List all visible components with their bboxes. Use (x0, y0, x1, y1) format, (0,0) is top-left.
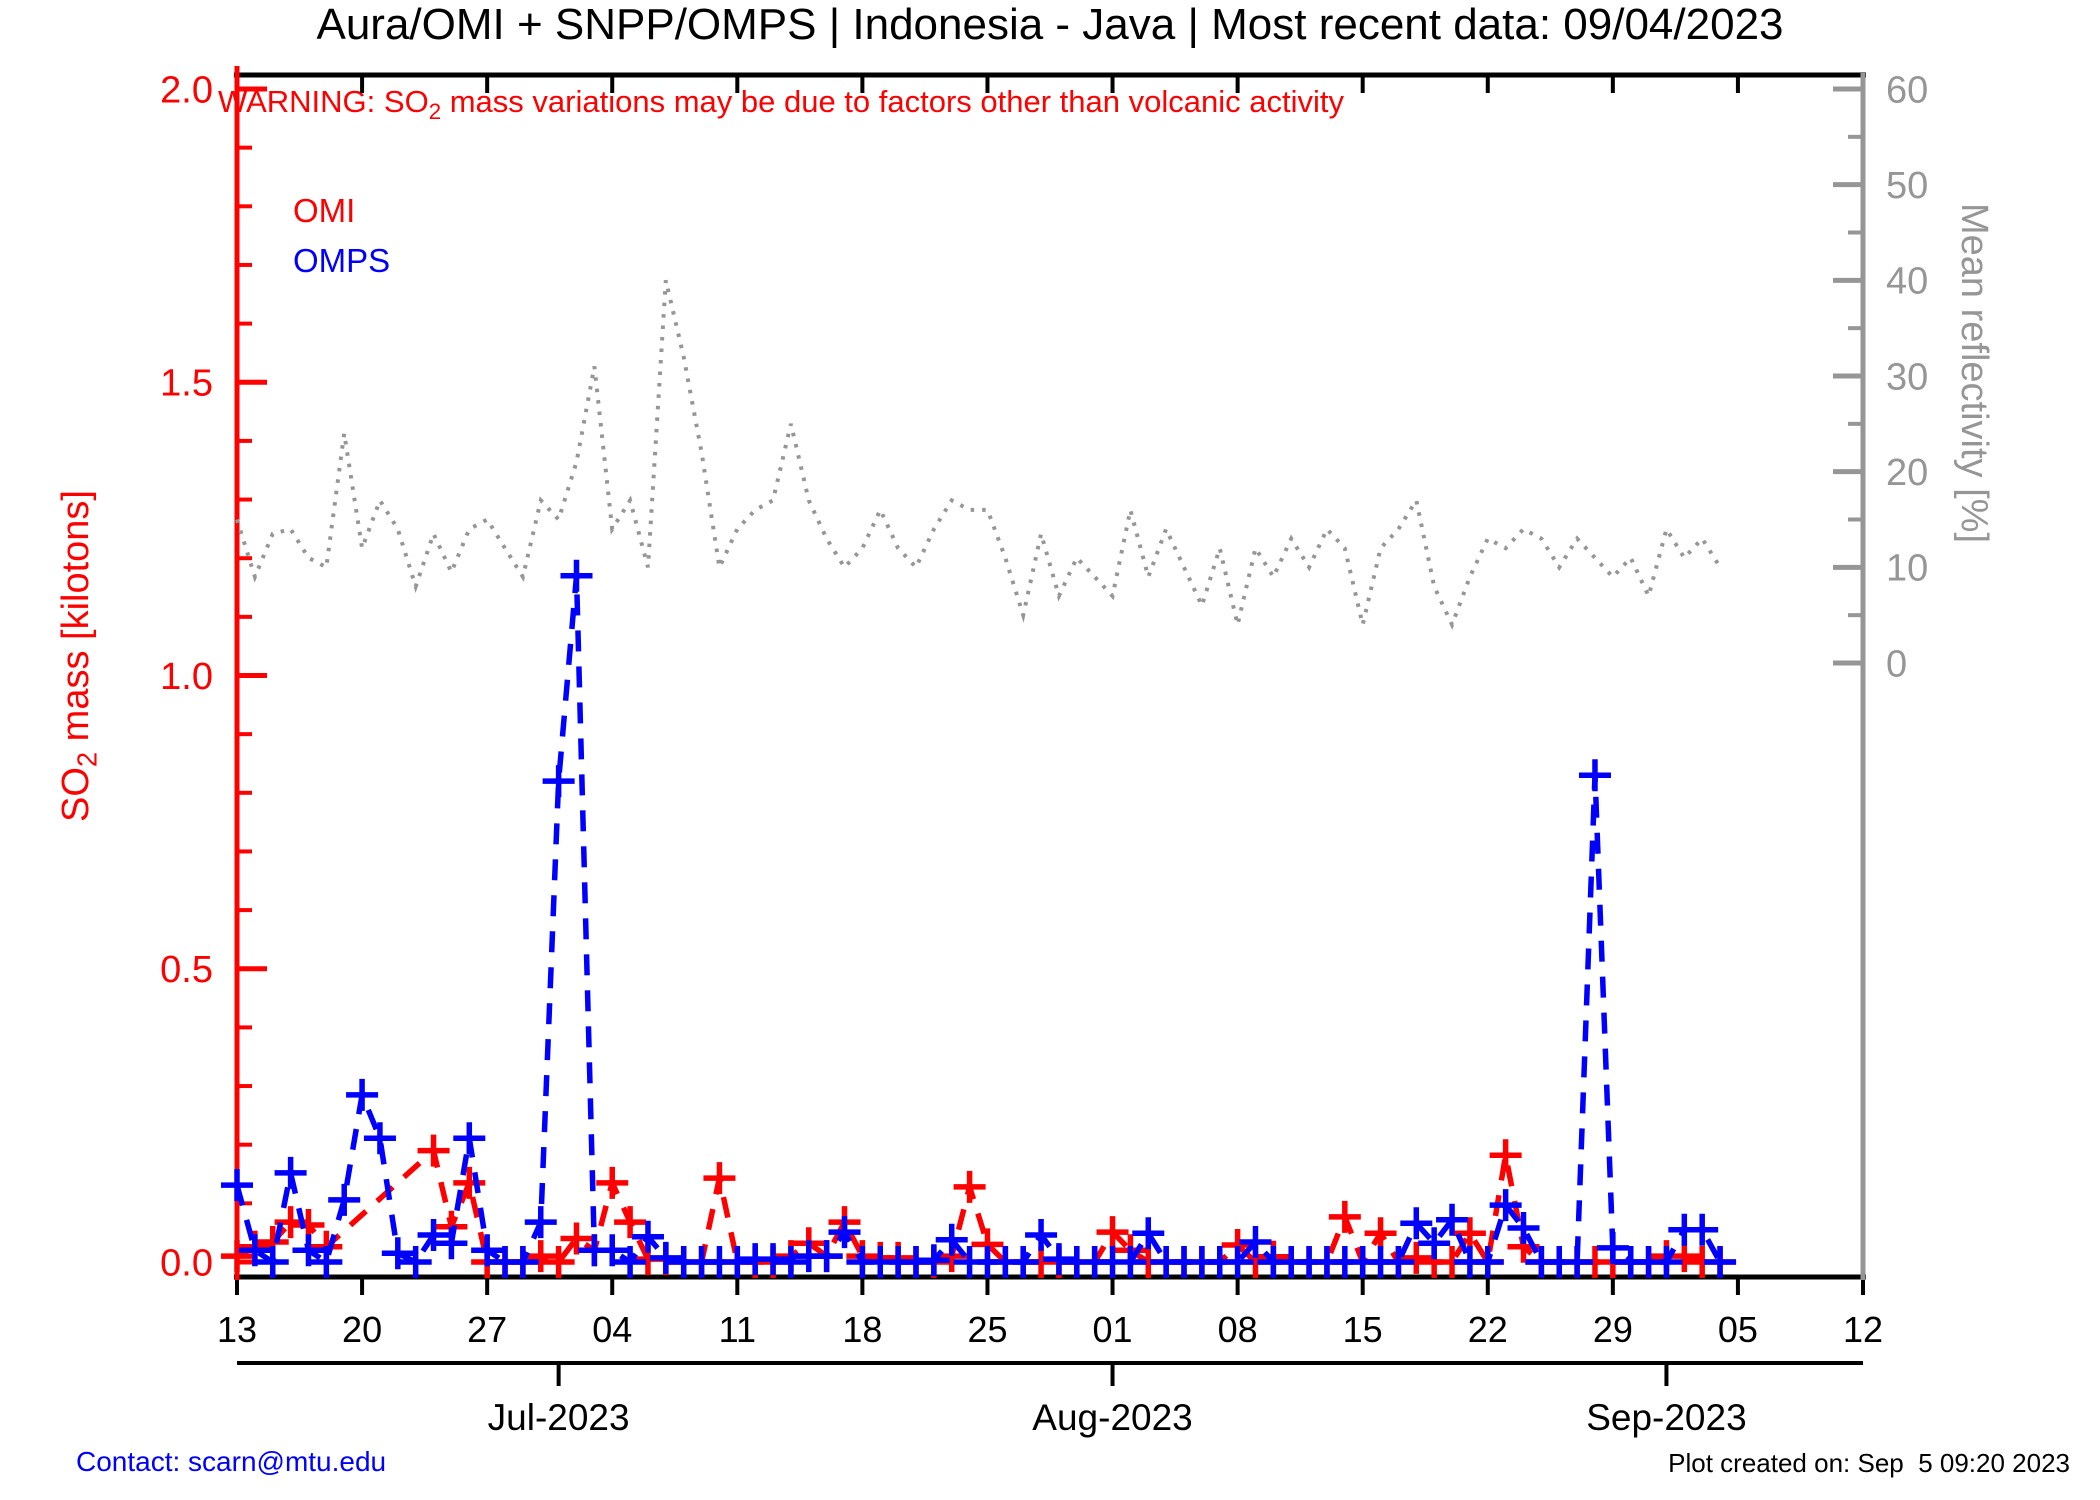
warning-rest: mass variations may be due to factors ot… (441, 84, 1344, 119)
created-timestamp: Plot created on: Sep 5 09:20 2023 (1668, 1448, 2070, 1478)
x-tick-label: 13 (217, 1309, 257, 1350)
y-right-tick-label: 40 (1886, 261, 1928, 303)
contact-link[interactable]: Contact: scarn@mtu.edu (76, 1446, 387, 1477)
x-tick-label: 22 (1468, 1309, 1508, 1350)
y-right-tick-label: 60 (1886, 69, 1928, 111)
x-tick-label: 20 (342, 1309, 382, 1350)
y-left-tick-label: 2.0 (160, 69, 213, 111)
x-tick-label: 18 (842, 1309, 882, 1350)
legend-omps-label: OMPS (293, 242, 391, 279)
legend-omi-label: OMI (293, 192, 356, 229)
x-tick-label: 08 (1218, 1309, 1258, 1350)
x-tick-label: 29 (1593, 1309, 1633, 1350)
month-label: Jul-2023 (488, 1397, 630, 1438)
y-right-tick-label: 50 (1886, 165, 1928, 207)
month-label: Aug-2023 (1032, 1397, 1192, 1438)
y-right-tick-label: 30 (1886, 356, 1928, 398)
x-tick-label: 04 (592, 1309, 632, 1350)
series-markers-omps (221, 559, 1737, 1278)
y-right-tick-label: 0 (1886, 643, 1907, 685)
month-label: Sep-2023 (1586, 1397, 1746, 1438)
x-tick-label: 11 (719, 1309, 756, 1350)
y-right-tick-label: 10 (1886, 548, 1928, 590)
y-right-tick-label: 20 (1886, 452, 1928, 494)
x-tick-label: 12 (1843, 1309, 1883, 1350)
y-left-tick-label: 1.5 (160, 363, 213, 405)
series-line-mean-reflectivity (235, 279, 1722, 630)
y-left-tick-label: 0.0 (160, 1242, 213, 1284)
x-tick-label: 27 (467, 1309, 507, 1350)
chart-title: Aura/OMI + SNPP/OMPS | Indonesia - Java … (316, 0, 1784, 49)
x-tick-label: 25 (967, 1309, 1007, 1350)
y-left-tick-label: 1.0 (160, 656, 213, 698)
warning-subscript: 2 (428, 99, 442, 125)
y-left-tick-label: 0.5 (160, 949, 213, 991)
x-tick-label: 05 (1718, 1309, 1758, 1350)
x-tick-label: 15 (1343, 1309, 1383, 1350)
series-line-omps (234, 575, 1723, 1267)
warning-text: WARNING: SO2 mass variations may be due … (218, 84, 1344, 125)
x-tick-label: 01 (1093, 1309, 1133, 1350)
